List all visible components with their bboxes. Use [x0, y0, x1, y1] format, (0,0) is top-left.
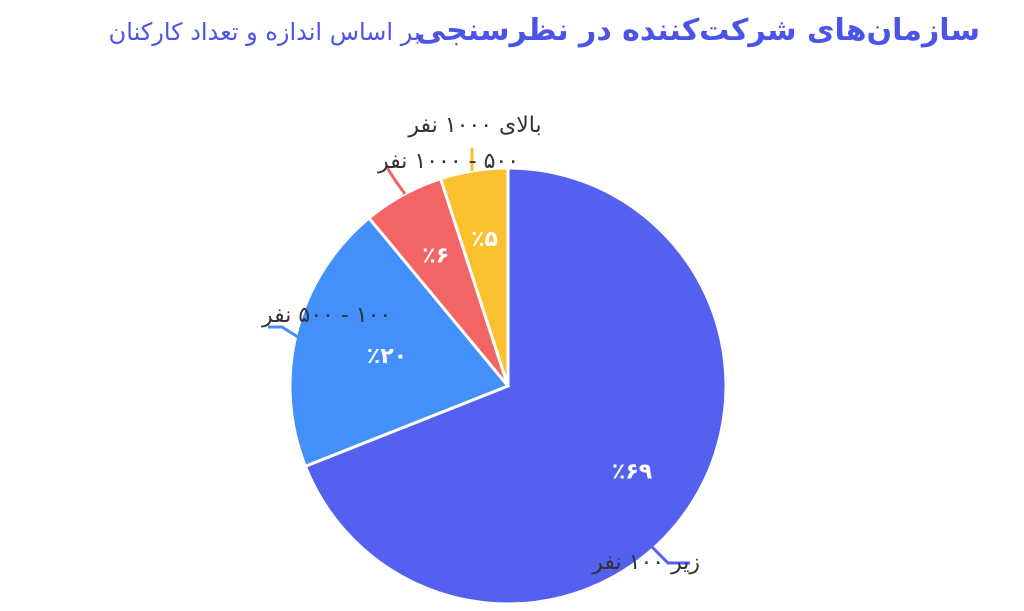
category-label-1: زیر ۱۰۰ نفر — [591, 550, 700, 575]
pie-slice-2 — [288, 215, 511, 469]
leader-line-1 — [648, 543, 690, 565]
data-labels: ٪۶۹ زیر ۱۰۰ نفر ٪۲۰ ۱۰۰ - ۵۰۰ نفر ٪۶ ۵۰۰ - ۱۰… — [261, 113, 700, 575]
percent-label-2: ٪۲۰ — [367, 344, 407, 369]
chart-title-bold: سازمان‌های شرکت‌کننده در نظرسنجی — [416, 13, 980, 48]
percent-label-3: ٪۶ — [422, 244, 449, 269]
category-label-4: بالای ۱۰۰۰ نفر — [407, 113, 541, 138]
pie-slice-1 — [303, 166, 728, 606]
leader-line-3 — [384, 165, 407, 195]
category-label-2: ۱۰۰ - ۵۰۰ نفر — [261, 303, 391, 328]
chart-title: سازمان‌های شرکت‌کننده در نظرسنجی بر اساس… — [109, 13, 980, 48]
leader-lines — [268, 148, 690, 565]
leader-line-2 — [268, 325, 299, 339]
percent-label-1: ٪۶۹ — [612, 459, 652, 484]
chart-title-regular: بر اساس اندازه و تعداد کارکنان — [109, 18, 421, 46]
percent-label-4: ٪۵ — [471, 227, 498, 252]
pie-slices — [288, 166, 728, 606]
category-label-3: ۵۰۰ - ۱۰۰۰ نفر — [377, 149, 519, 174]
pie-slice-4 — [438, 166, 510, 387]
